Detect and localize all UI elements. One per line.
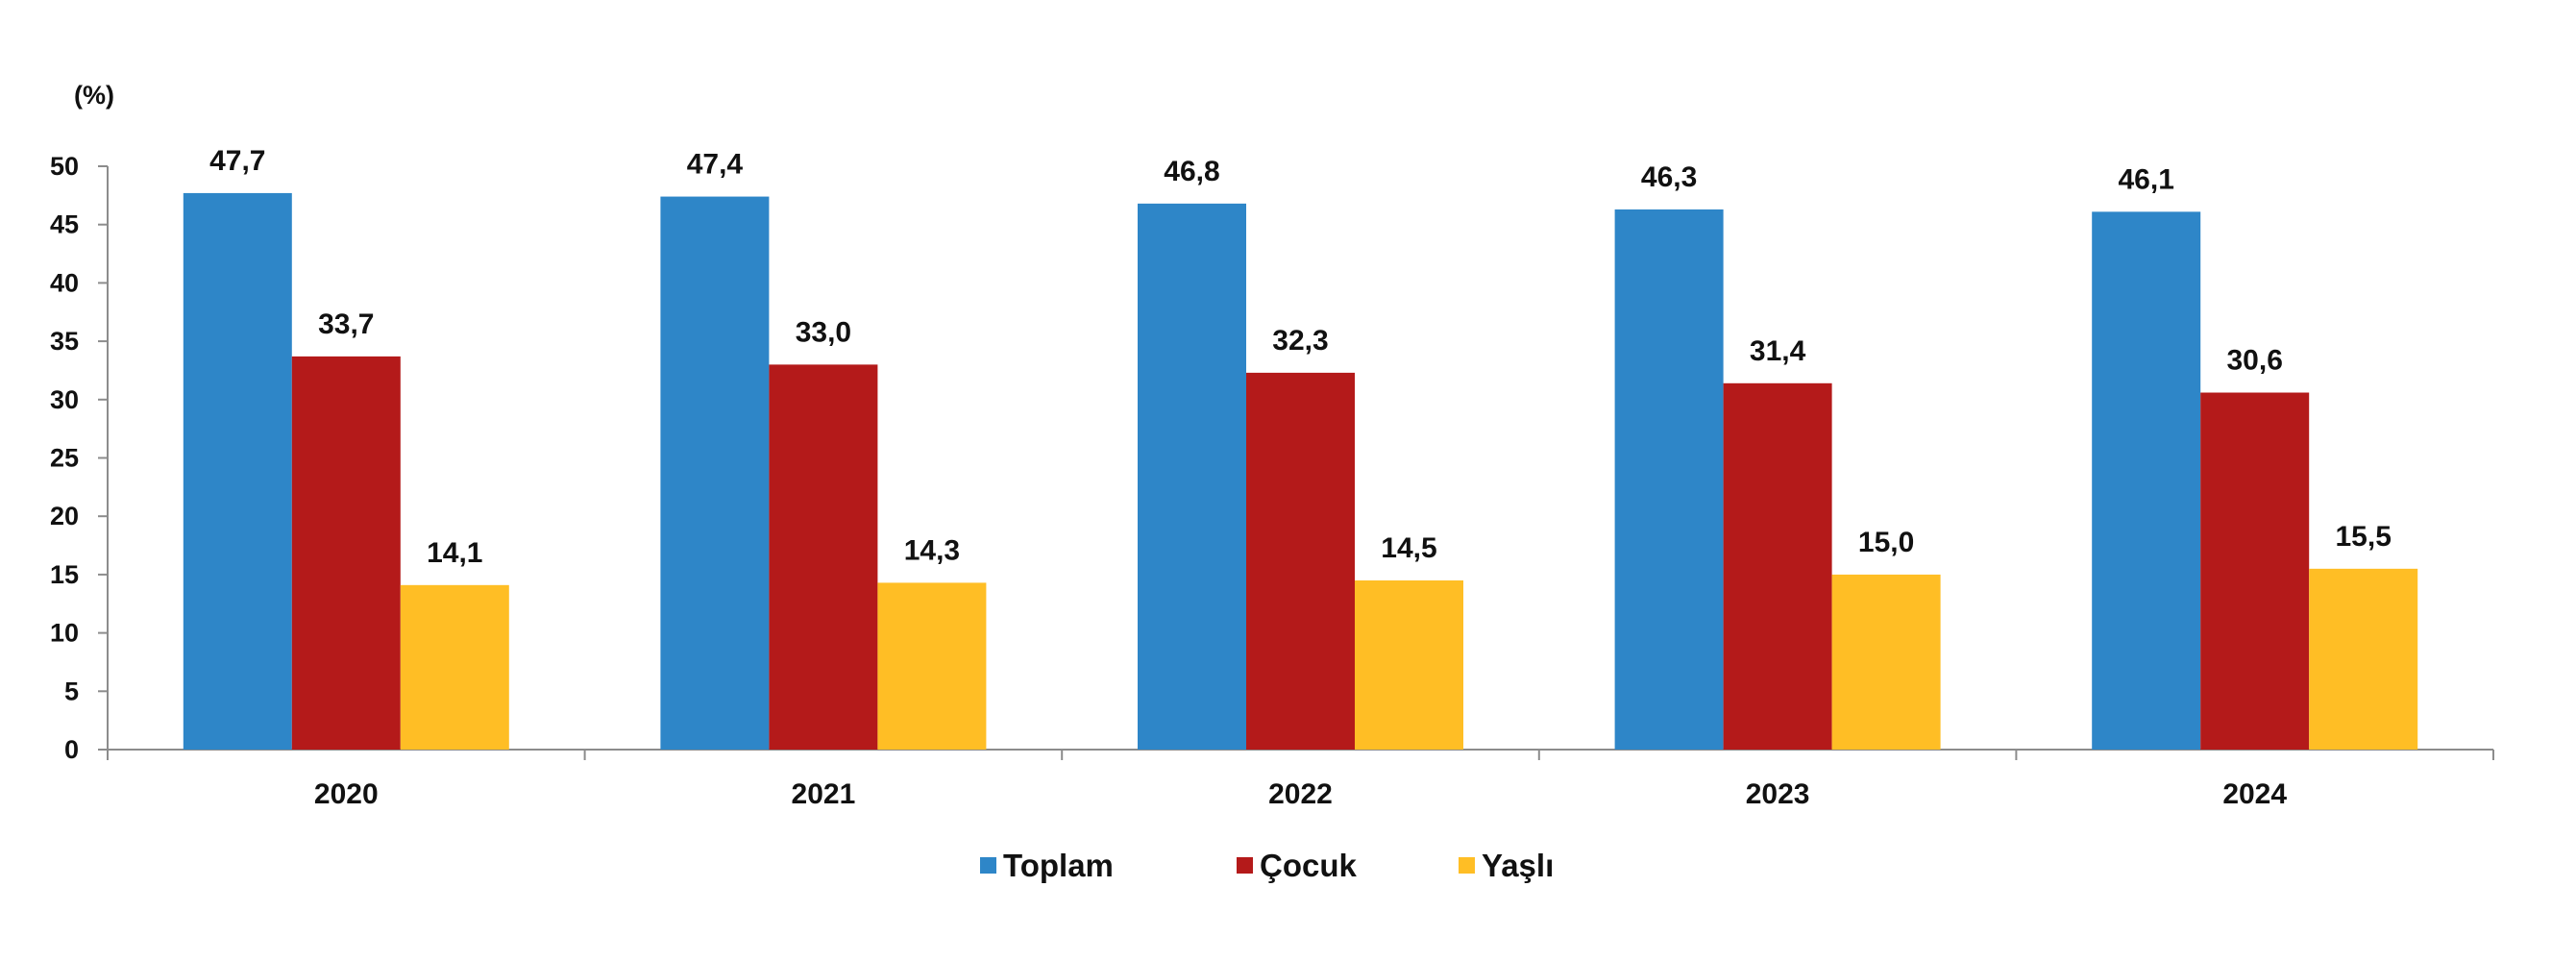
bar [2092,211,2201,750]
bar [769,364,878,750]
y-tick-label: 45 [50,210,79,239]
x-category-label: 2024 [2222,778,2287,810]
y-tick-label: 5 [64,677,79,705]
y-tick-label: 40 [50,268,79,297]
bar [291,356,401,750]
data-label: 14,3 [904,534,960,566]
bar [183,192,292,750]
x-category-label: 2023 [1746,778,1810,810]
x-category-label: 2021 [792,778,856,810]
data-label: 31,4 [1750,335,1806,367]
legend-label: Toplam [1003,848,1114,883]
bar [1246,372,1355,750]
y-tick-label: 30 [50,385,79,414]
data-label: 46,3 [1641,161,1697,193]
data-label: 33,0 [796,316,851,348]
data-label: 32,3 [1272,325,1328,357]
y-tick-label: 15 [50,560,79,589]
y-tick-label: 25 [50,444,79,473]
bar [1355,579,1463,750]
x-category-label: 2020 [314,778,379,810]
y-tick-label: 50 [50,152,79,181]
bar [2200,392,2310,750]
legend-swatch [980,857,996,874]
bar [877,582,987,750]
bar [1614,209,1724,751]
data-label: 15,0 [1858,527,1914,558]
bar [1831,574,1941,750]
x-axis: 2020 2021 2022 2023 2024 [107,749,2494,810]
legend-label: Yaşlı [1482,848,1554,883]
bar [1723,382,1832,750]
data-label: 14,5 [1381,532,1436,564]
data-label: 33,7 [318,308,374,340]
y-tick-label: 20 [50,502,79,530]
bar [2309,568,2418,750]
bar [1138,203,1246,750]
y-tick-label: 0 [64,735,79,764]
data-label: 46,1 [2119,163,2174,195]
y-axis: 0 5 10 15 20 25 30 35 40 45 50 [50,152,109,764]
legend-label: Çocuk [1260,848,1358,883]
legend-swatch [1237,857,1253,874]
bars-group [183,192,2418,751]
data-label: 14,1 [427,537,482,569]
y-tick-label: 10 [50,619,79,648]
data-label: 46,8 [1164,156,1219,187]
y-axis-unit-label: (%) [74,81,114,110]
bar [660,196,770,751]
data-label: 47,7 [209,145,265,177]
legend: Toplam Çocuk Yaşlı [980,848,1554,883]
bar [400,584,509,750]
data-labels-group: 47,7 33,7 14,1 47,4 33,0 14,3 46,8 32,3 14,5 46,3… [209,145,2392,569]
data-label: 30,6 [2227,345,2283,377]
legend-swatch [1459,857,1475,874]
x-category-label: 2022 [1268,778,1333,810]
data-label: 47,4 [687,149,744,181]
data-label: 15,5 [2336,521,2392,553]
y-tick-label: 35 [50,327,79,356]
